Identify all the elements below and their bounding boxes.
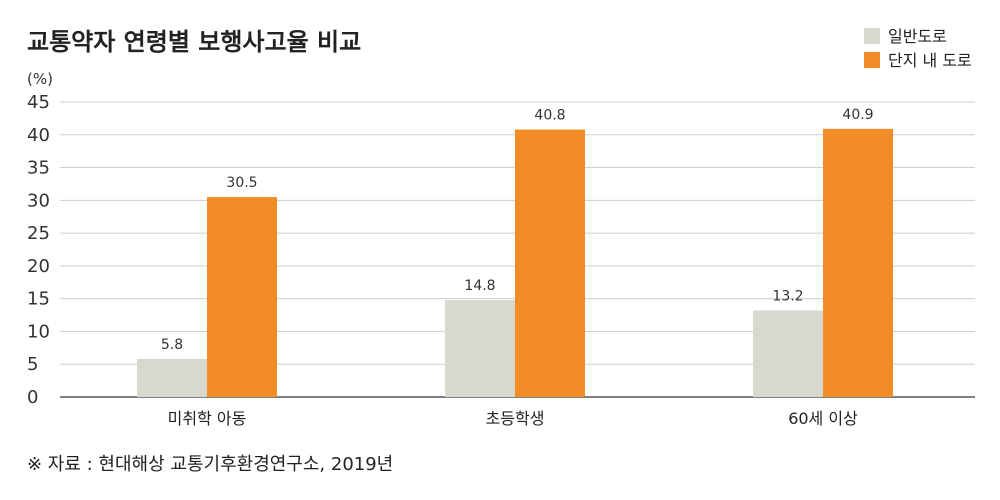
bar-complex-road xyxy=(823,128,893,397)
category-labels: 미취학 아동 초등학생 60세 이상 xyxy=(168,409,858,428)
category-label: 60세 이상 xyxy=(788,409,858,428)
y-tick-label: 0 xyxy=(27,387,38,408)
y-axis-unit: (%) xyxy=(27,70,53,88)
bars xyxy=(137,128,893,398)
category-label: 미취학 아동 xyxy=(168,409,247,428)
bar-general-road xyxy=(445,299,515,397)
legend-swatch-general-road xyxy=(864,28,880,44)
data-label: 40.9 xyxy=(842,107,873,123)
y-tick-label: 35 xyxy=(27,158,50,179)
y-tick-label: 30 xyxy=(27,190,50,211)
data-label: 30.5 xyxy=(226,175,257,191)
y-tick-label: 25 xyxy=(27,223,50,244)
source-note: ※ 자료 : 현대해상 교통기후환경연구소, 2019년 xyxy=(27,454,393,475)
data-label: 14.8 xyxy=(464,278,495,294)
data-labels: 5.8 30.5 14.8 40.8 13.2 40.9 xyxy=(161,107,874,353)
y-tick-label: 5 xyxy=(27,354,38,375)
bar-complex-road xyxy=(207,197,277,397)
chart-title: 교통약자 연령별 보행사고율 비교 xyxy=(27,28,361,56)
y-tick-label: 45 xyxy=(27,92,50,113)
category-label: 초등학생 xyxy=(486,409,545,428)
data-label: 40.8 xyxy=(534,108,565,124)
bar-complex-road xyxy=(515,129,585,398)
y-axis-ticks: 0 5 10 15 20 25 30 35 40 45 xyxy=(27,92,50,408)
legend: 일반도로 단지 내 도로 xyxy=(864,27,972,70)
legend-swatch-complex-road xyxy=(864,52,880,68)
legend-label-general-road: 일반도로 xyxy=(888,27,947,46)
y-tick-label: 15 xyxy=(27,289,50,310)
y-tick-label: 10 xyxy=(27,321,50,342)
legend-label-complex-road: 단지 내 도로 xyxy=(888,51,972,70)
y-tick-label: 40 xyxy=(27,125,50,146)
data-label: 5.8 xyxy=(161,337,183,353)
y-tick-label: 20 xyxy=(27,256,50,277)
bar-general-road xyxy=(753,310,823,397)
bar-general-road xyxy=(137,358,207,397)
data-label: 13.2 xyxy=(772,288,803,304)
